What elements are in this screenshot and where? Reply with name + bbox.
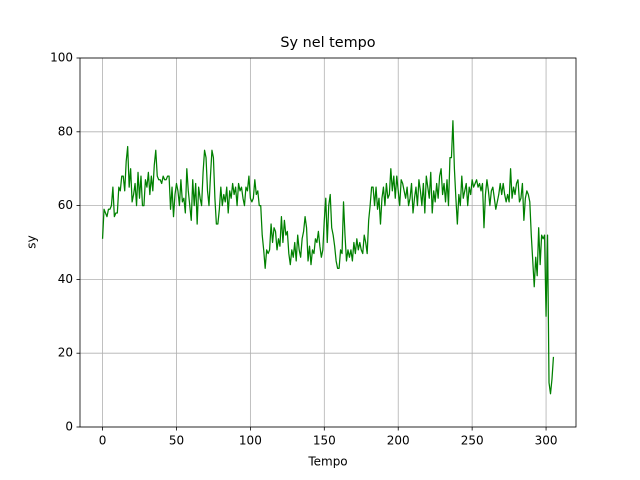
y-tick-label: 40 — [58, 272, 73, 286]
x-tick-label: 50 — [169, 434, 184, 448]
y-tick-label: 20 — [58, 346, 73, 360]
x-tick-label: 200 — [387, 434, 410, 448]
y-tick-label: 0 — [65, 420, 73, 434]
x-tick-label: 150 — [313, 434, 336, 448]
data-line — [101, 120, 555, 395]
x-tick-label: 0 — [99, 434, 107, 448]
chart-title: Sy nel tempo — [280, 35, 375, 51]
y-tick-label: 60 — [58, 198, 73, 212]
x-tick-label: 300 — [535, 434, 558, 448]
y-axis-label: sy — [25, 235, 39, 248]
x-axis-label: Tempo — [307, 455, 347, 469]
x-tick-label: 250 — [461, 434, 484, 448]
y-tick-label: 100 — [50, 51, 73, 65]
y-tick-label: 80 — [58, 124, 73, 138]
axes-frame — [79, 57, 577, 428]
x-tick-label: 100 — [239, 434, 262, 448]
